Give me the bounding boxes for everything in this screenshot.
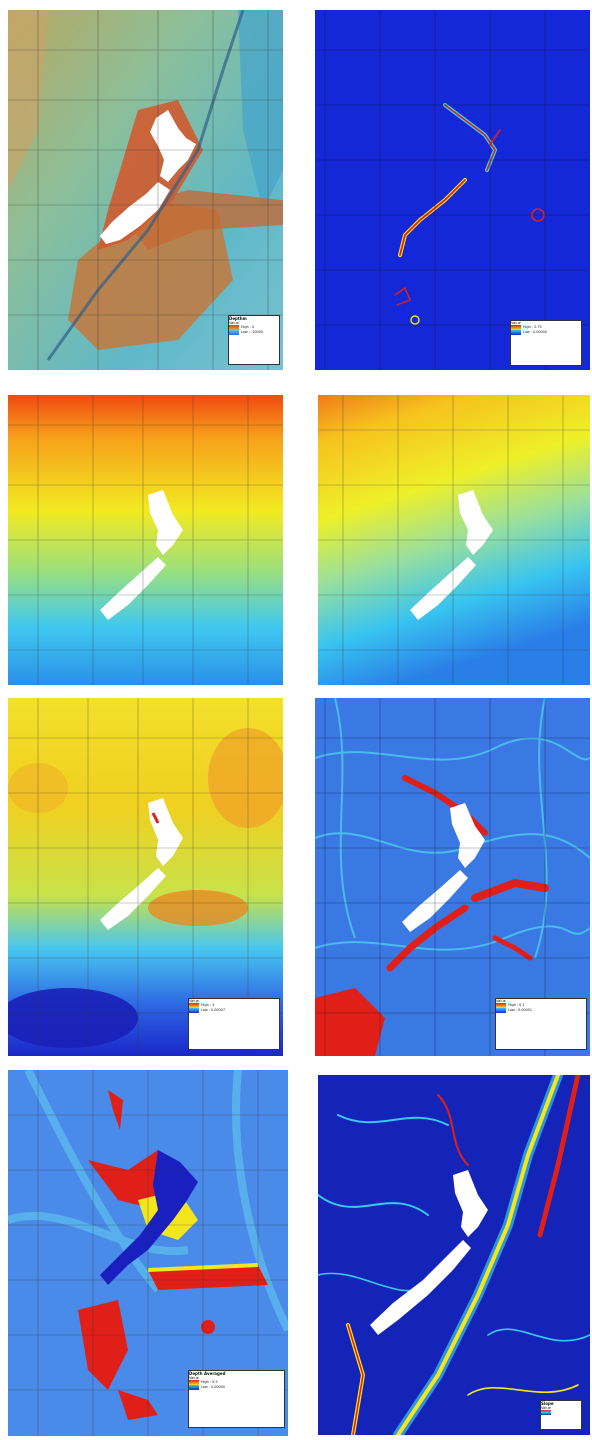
map-4-canvas [318,395,590,685]
legend-value-label: Value [189,1376,199,1380]
legend-low: Low : 0.00007 [201,1008,225,1012]
south-island [100,557,166,620]
map-8-canvas [318,1075,590,1435]
south-island [370,1240,471,1335]
legend-value-label: Value [189,999,199,1003]
north-island [150,110,196,182]
legend-depth: Depthm Value High : 0 Low : -10000 [228,315,280,365]
legend-high: High : 0 [241,325,255,329]
legend-high: High : 0.1 [508,1003,525,1007]
map-2-canvas [315,10,590,370]
legend-2: Value High : 2.75 Low : 0.00000 [510,320,582,366]
graticule [318,395,590,685]
legend-low: Low : 0.00000 [201,1385,225,1389]
map-3-canvas [8,395,283,685]
graticule [315,698,590,1056]
coastal-zone [100,1150,198,1285]
legend-low: Low : -10000 [241,330,263,334]
legend-low: Low : 0.00000 [523,330,547,334]
south-island [100,868,166,930]
graticule [8,698,283,1056]
map-panel-3 [8,395,283,685]
graticule [8,395,283,685]
legend-title: Depth Averaged [189,1371,226,1376]
legend-title: Depthm [229,316,247,321]
legend-5: Value High : 3 Low : 0.00007 [188,998,280,1050]
legend-high: High : 3 [201,1003,215,1007]
north-island [453,1170,488,1237]
legend-value-label: Value [229,321,239,325]
map-7-canvas [8,1070,288,1436]
graticule [315,10,590,370]
legend-low: Low : 0.00001 [508,1008,532,1012]
graticule [8,10,283,370]
south-island [410,557,476,620]
map-panel-8: Slope Value [318,1075,590,1435]
legend-value-label: Value [511,321,521,325]
north-island [148,798,183,866]
legend-value-label: Value [496,999,506,1003]
legend-title: Slope [541,1401,554,1406]
legend-high: High : 0.5 [201,1380,218,1384]
map-panel-2: Value High : 2.75 Low : 0.00000 [315,10,590,370]
map-panel-4 [318,395,590,685]
legend-7: Depth Averaged Value High : 0.5 Low : 0.… [188,1370,285,1428]
legend-high: High : 2.75 [523,325,542,329]
legend-6: Value High : 0.1 Low : 0.00001 [495,998,587,1050]
map-5-canvas [8,698,283,1056]
north-island [148,490,183,555]
map-panel-5: Value High : 3 Low : 0.00007 [8,698,283,1056]
map-panel-7: Depth Averaged Value High : 0.5 Low : 0.… [8,1070,288,1436]
legend-8: Slope Value [540,1400,582,1430]
map-panel-depth: Depthm Value High : 0 Low : -10000 [8,10,283,370]
north-island [458,490,493,555]
legend-value-label: Value [541,1406,551,1410]
south-island [100,182,170,244]
north-island [450,803,485,868]
map-panel-6: Value High : 0.1 Low : 0.00001 [315,698,590,1056]
map-6-canvas [315,698,590,1056]
map-depth-canvas [8,10,283,370]
